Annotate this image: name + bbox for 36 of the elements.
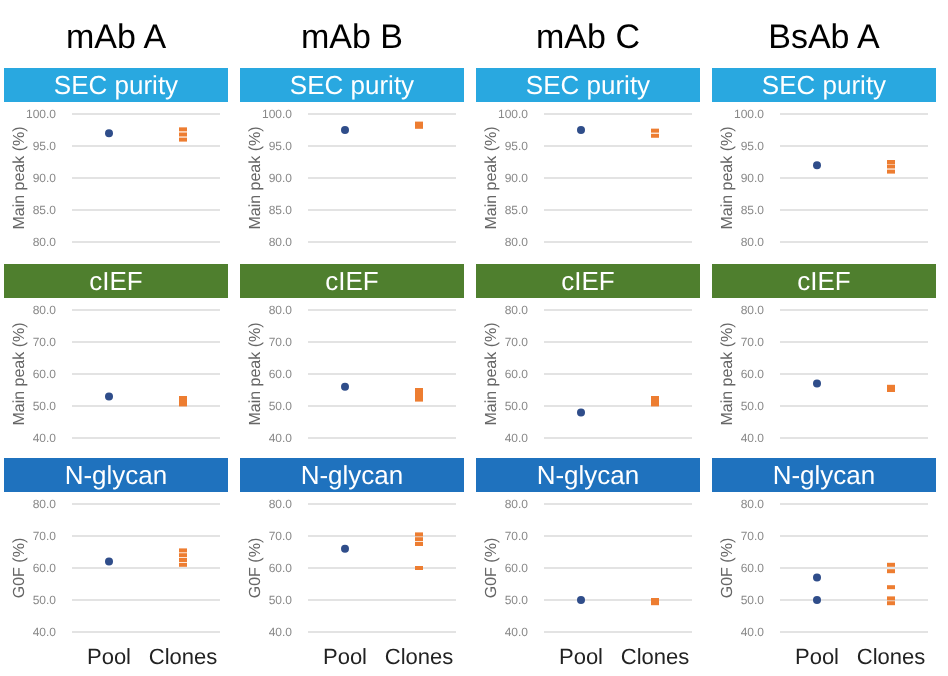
y-axis-title: G0F (%)	[481, 537, 500, 599]
chart-subtitle: cIEF	[712, 263, 936, 298]
chart-subtitle: SEC purity	[476, 68, 700, 103]
y-axis-title: Main peak (%)	[9, 321, 28, 425]
x-tick-label: Clones	[620, 645, 691, 670]
y-axis-title: Main peak (%)	[9, 126, 28, 231]
chart-subtitle: N-glycan	[4, 458, 228, 492]
y-axis-title: G0F (%)	[717, 537, 736, 599]
y-axis-title: Main peak (%)	[481, 126, 500, 231]
y-axis-title: G0F (%)	[245, 537, 264, 599]
y-axis-title: Main peak (%)	[481, 321, 500, 425]
chart-subtitle: N-glycan	[712, 458, 936, 492]
y-axis-title: G0F (%)	[9, 537, 28, 599]
y-axis-title: Main peak (%)	[717, 126, 736, 231]
chart-subtitle: N-glycan	[240, 458, 464, 492]
x-tick-label: Clones	[384, 645, 455, 670]
chart-title: mAb A	[63, 16, 169, 61]
x-tick-label: Clones	[148, 645, 219, 670]
chart-title: BsAb A	[766, 16, 882, 61]
x-tick-label: Clones	[856, 645, 927, 670]
chart-subtitle: cIEF	[476, 263, 700, 298]
y-axis-title: Main peak (%)	[245, 321, 264, 425]
chart-subtitle: N-glycan	[476, 458, 700, 492]
chart-subtitle: SEC purity	[240, 68, 464, 103]
chart-subtitle: cIEF	[240, 263, 464, 298]
x-tick-label: Pool	[86, 645, 132, 670]
chart-subtitle: SEC purity	[4, 68, 228, 103]
y-axis-title: Main peak (%)	[717, 321, 736, 425]
chart-title: mAb B	[298, 16, 406, 61]
chart-subtitle: cIEF	[4, 263, 228, 298]
x-tick-label: Pool	[558, 645, 604, 670]
x-tick-label: Pool	[794, 645, 840, 670]
y-axis-title: Main peak (%)	[245, 126, 264, 231]
chart-subtitle: SEC purity	[712, 68, 936, 103]
x-tick-label: Pool	[322, 645, 368, 670]
chart-title: mAb C	[534, 16, 642, 61]
